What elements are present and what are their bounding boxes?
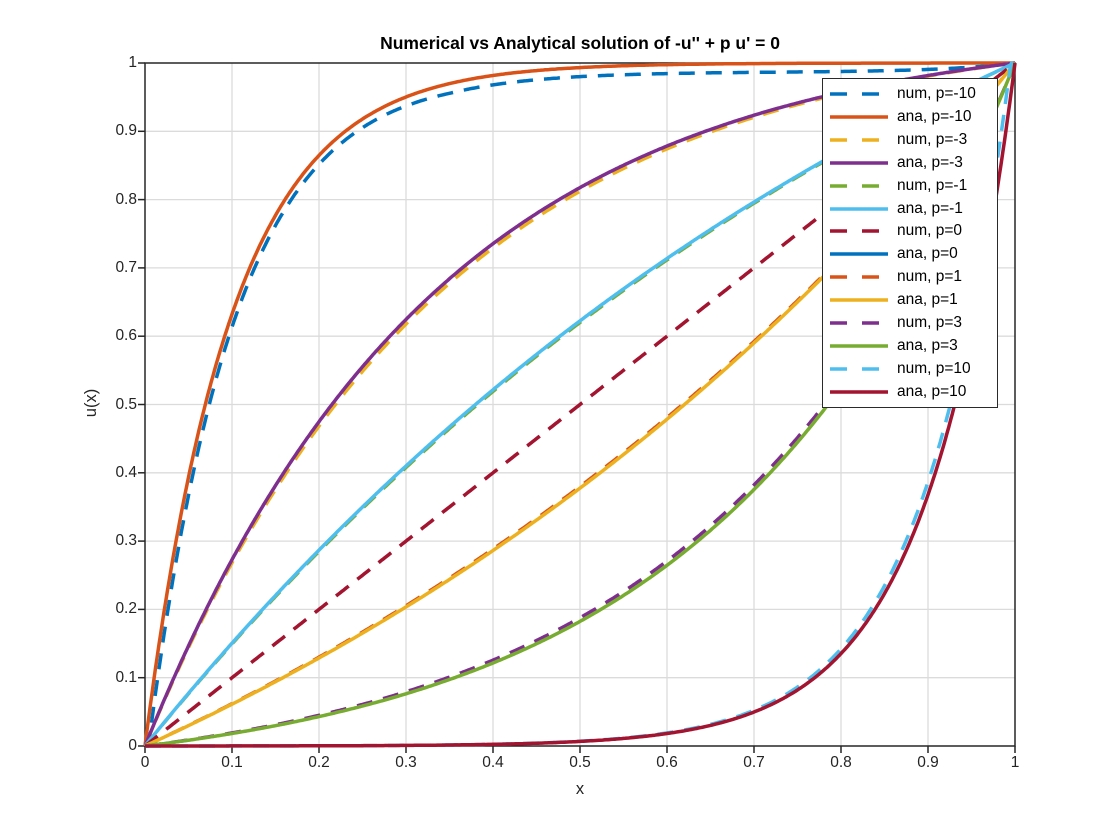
legend-item-label: ana, p=10 — [897, 382, 967, 400]
curve-analytical-pneg10 — [143, 61, 1016, 747]
legend-line-sample-solid — [830, 344, 888, 348]
x-tick-label: 0.3 — [395, 754, 417, 771]
y-tick-label: 0.3 — [115, 532, 137, 550]
legend-item-label: num, p=10 — [897, 359, 971, 377]
x-tick-label: 0 — [140, 754, 150, 771]
legend-line-sample-solid — [830, 160, 888, 165]
y-tick-label: 0.7 — [115, 258, 137, 276]
legend-line-sample-dashed — [830, 92, 888, 96]
legend-item: num, p=3 — [830, 312, 997, 334]
legend-item: num, p=-1 — [830, 175, 997, 197]
legend-item-label: ana, p=1 — [897, 291, 958, 309]
x-tick-label: 0.6 — [656, 754, 678, 771]
legend-line-sample-solid — [830, 252, 888, 257]
plot-title: Numerical vs Analytical solution of -u''… — [380, 33, 780, 53]
legend-item: ana, p=10 — [830, 381, 997, 403]
y-tick-label: 0 — [128, 737, 137, 754]
legend-item: num, p=-10 — [830, 83, 997, 105]
legend-item: num, p=0 — [830, 220, 997, 242]
legend-item-label: num, p=-3 — [897, 130, 968, 148]
legend-item: num, p=-3 — [830, 129, 997, 151]
legend-line-sample-dashed — [830, 183, 888, 188]
x-tick-label: 1 — [1010, 754, 1020, 771]
legend-item-label: ana, p=0 — [897, 245, 958, 263]
legend-item-label: num, p=1 — [897, 268, 963, 286]
legend-item-label: ana, p=3 — [897, 337, 958, 355]
y-tick-label: 0.4 — [115, 463, 137, 481]
x-tick-label: 0.9 — [917, 754, 939, 771]
legend-line-sample-dashed — [830, 321, 888, 325]
y-tick-label: 0.8 — [115, 190, 137, 208]
legend-item: ana, p=-10 — [830, 106, 997, 128]
legend-line-sample-dashed — [830, 275, 888, 279]
legend-box: num, p=-10 ana, p=-10 num, p=-3 ana, p=-3 nu… — [822, 78, 998, 408]
y-tick-label: 0.6 — [115, 327, 137, 345]
x-tick-label: 0.5 — [569, 754, 591, 771]
legend-line-sample-solid — [830, 390, 888, 394]
curve-numerical-pneg10 — [144, 61, 1016, 748]
legend-item-label: num, p=-10 — [897, 84, 976, 102]
x-tick-label: 0.7 — [743, 754, 765, 771]
legend-item: num, p=1 — [830, 266, 997, 288]
legend-item-label: num, p=3 — [897, 314, 963, 332]
legend-item-label: num, p=-1 — [897, 176, 968, 194]
y-tick-label: 0.2 — [115, 600, 137, 618]
legend-item: num, p=10 — [830, 358, 997, 380]
legend-line-sample-solid — [830, 298, 888, 302]
legend-line-sample-dashed — [830, 367, 888, 371]
legend-item: ana, p=3 — [830, 335, 997, 357]
legend-line-sample-dashed — [830, 138, 888, 142]
x-tick-label: 0.2 — [308, 754, 330, 771]
legend-line-sample-solid — [830, 206, 888, 211]
legend-line-sample-solid — [830, 115, 888, 119]
legend-item-label: ana, p=-10 — [897, 107, 972, 125]
legend-item: ana, p=0 — [830, 243, 997, 265]
legend-line-sample-dashed — [830, 229, 888, 234]
y-tick-label: 1 — [128, 54, 137, 71]
legend-item-label: ana, p=-1 — [897, 199, 963, 217]
y-tick-label: 0.9 — [115, 122, 137, 140]
x-tick-label: 0.8 — [830, 754, 852, 771]
curve-analytical-p10 — [144, 62, 1017, 748]
x-tick-label: 0.1 — [221, 754, 243, 771]
legend-item: ana, p=-3 — [830, 152, 997, 174]
x-tick-label: 0.4 — [482, 754, 504, 771]
y-tick-label: 0.1 — [115, 668, 137, 686]
y-tick-label: 0.5 — [115, 395, 137, 413]
legend-item: ana, p=1 — [830, 289, 997, 311]
legend-item-label: ana, p=-3 — [897, 153, 963, 171]
legend-item-label: num, p=0 — [897, 222, 963, 240]
x-axis-label: x — [575, 780, 585, 798]
legend-item: ana, p=-1 — [830, 198, 997, 220]
